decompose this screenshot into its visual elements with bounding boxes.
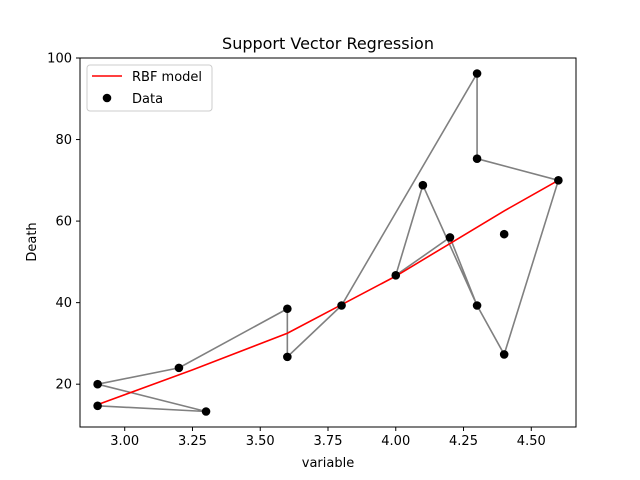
legend-data-swatch xyxy=(102,93,112,103)
data-point xyxy=(93,401,102,411)
chart-title: Support Vector Regression xyxy=(222,34,434,53)
data-point xyxy=(499,350,509,359)
x-tick-label: 3.50 xyxy=(246,434,275,449)
legend-rbf-label: RBF model xyxy=(132,70,202,85)
axes: 3.00 3.25 3.50 3.75 4.00 4.25 4.50 20 40 60 80 100 xyxy=(47,52,577,449)
y-axis-label: Death xyxy=(25,222,40,261)
x-axis-label: variable xyxy=(302,456,354,471)
data-point xyxy=(93,379,102,389)
y-tick-label: 40 xyxy=(55,296,72,311)
x-tick-label: 3.00 xyxy=(110,434,139,449)
data-point xyxy=(174,363,184,373)
x-tick-label: 3.75 xyxy=(314,434,343,449)
x-tick-label: 4.00 xyxy=(381,434,410,449)
data-point xyxy=(554,176,563,185)
data-point xyxy=(445,233,455,242)
x-tick-label: 3.25 xyxy=(178,434,207,449)
data-point xyxy=(201,407,211,416)
y-tick-label: 100 xyxy=(47,52,72,67)
connecting-line xyxy=(97,70,560,413)
y-tick-label: 20 xyxy=(55,378,72,393)
data-point xyxy=(283,352,292,362)
data-point xyxy=(472,154,482,164)
data-point xyxy=(472,301,482,310)
y-tick-label: 60 xyxy=(55,215,72,230)
data-point xyxy=(337,301,346,310)
y-tick-label: 80 xyxy=(55,133,72,148)
data-point xyxy=(472,69,482,78)
data-point xyxy=(499,229,509,239)
data-point xyxy=(418,180,428,190)
legend: RBF model Data xyxy=(86,64,213,112)
x-tick-label: 4.50 xyxy=(517,434,546,449)
plot-area xyxy=(93,69,563,416)
legend-data-label: Data xyxy=(132,92,163,107)
data-point xyxy=(391,271,401,280)
data-point xyxy=(283,304,292,314)
rbf-model-line xyxy=(97,179,559,406)
x-tick-label: 4.25 xyxy=(449,434,478,449)
